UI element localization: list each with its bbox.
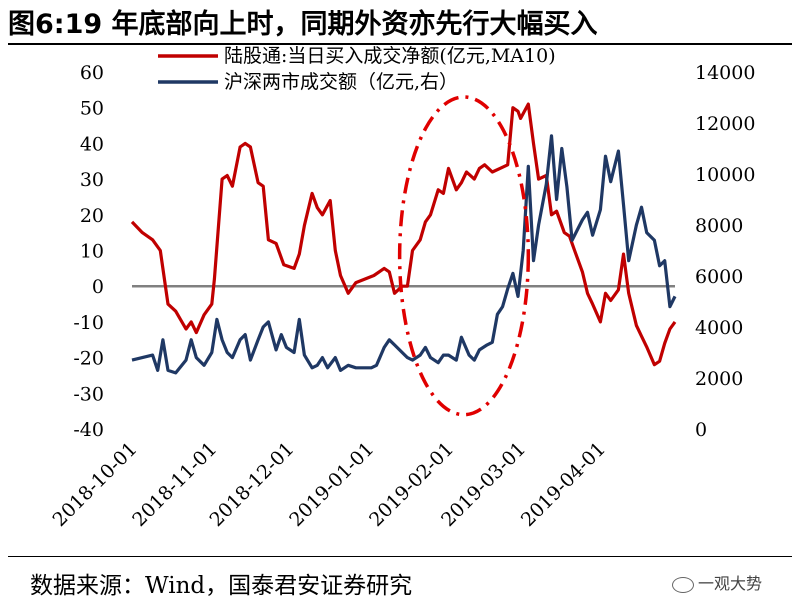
right-tick-label: 12000 xyxy=(695,113,755,135)
right-tick-label: 4000 xyxy=(695,317,743,339)
left-y-axis: -40 -30 -20 -10 0 10 20 30 40 50 60 xyxy=(73,62,104,441)
watermark: 一观大势 xyxy=(672,570,762,594)
x-axis: 2018-10-012018-11-012018-12-012019-01-01… xyxy=(49,438,610,531)
series-lines xyxy=(130,102,677,375)
left-tick-label: 20 xyxy=(80,205,104,227)
x-tick-label: 2018-10-01 xyxy=(49,438,142,531)
right-tick-label: 6000 xyxy=(695,266,743,288)
right-tick-label: 14000 xyxy=(695,62,755,84)
watermark-text: 一观大势 xyxy=(698,574,763,593)
highlight-ellipse xyxy=(397,95,531,417)
series-net-buy-line xyxy=(130,102,677,367)
legend: 陆股通:当日买入成交净额(亿元,MA10) 沪深两市成交额（亿元,右） xyxy=(158,45,556,93)
legend-label-turnover: 沪深两市成交额（亿元,右） xyxy=(224,71,458,93)
wechat-icon xyxy=(672,576,694,593)
left-tick-label: 10 xyxy=(80,241,104,263)
left-tick-label: 0 xyxy=(92,276,104,298)
title-rule xyxy=(8,43,792,45)
right-y-axis: 0 2000 4000 6000 8000 10000 12000 14000 xyxy=(695,62,755,441)
x-tick-label: 2019-04-01 xyxy=(517,438,610,531)
series-turnover-line xyxy=(131,134,677,375)
footer-rule xyxy=(8,556,792,557)
data-source: 数据来源：Wind，国泰君安证券研究 xyxy=(30,573,413,599)
left-tick-label: 40 xyxy=(80,133,104,155)
right-tick-label: 0 xyxy=(695,419,707,441)
left-tick-label: -10 xyxy=(73,312,104,334)
left-tick-label: -30 xyxy=(73,383,104,405)
left-tick-label: -20 xyxy=(73,348,104,370)
legend-label-net-buy: 陆股通:当日买入成交净额(亿元,MA10) xyxy=(224,45,556,67)
left-tick-label: 50 xyxy=(80,98,104,120)
line-chart: -40 -30 -20 -10 0 10 20 30 40 50 60 0 2000 4000 6000 8… xyxy=(49,45,756,531)
right-tick-label: 8000 xyxy=(695,215,743,237)
right-tick-label: 10000 xyxy=(695,164,755,186)
left-tick-label: -40 xyxy=(73,419,104,441)
right-tick-label: 2000 xyxy=(695,368,743,390)
x-tick-label: 2019-01-01 xyxy=(285,438,378,531)
chart-title: 图6:19 年底部向上时，同期外资亦先行大幅买入 xyxy=(8,9,598,40)
left-tick-label: 30 xyxy=(80,169,104,191)
left-tick-label: 60 xyxy=(80,62,104,84)
